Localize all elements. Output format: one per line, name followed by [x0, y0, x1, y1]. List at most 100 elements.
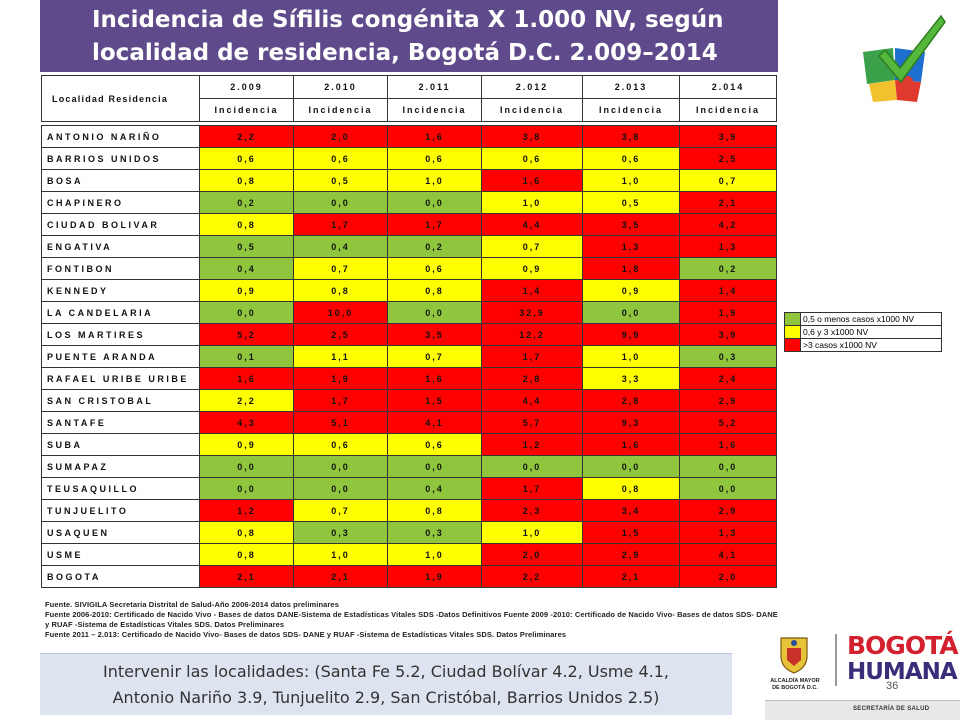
title-line-1: Incidencia de Sífilis congénita X 1.000 …: [92, 7, 724, 33]
table-row: TUNJUELITO 1,2 0,7 0,8 2,3 3,4 2,9: [41, 499, 777, 522]
incidence-cell: 1,3: [679, 235, 777, 258]
incidence-cell: 3,3: [582, 367, 680, 390]
incidence-cell: 2,5: [293, 323, 388, 346]
incidence-cell: 9,3: [582, 411, 680, 434]
incidence-cell: 5,2: [199, 323, 294, 346]
incidence-cell: 0,5: [293, 169, 388, 192]
incidence-cell: 0,8: [387, 279, 482, 302]
locality-name: CHAPINERO: [41, 191, 200, 214]
incidence-cell: 0,4: [387, 477, 482, 500]
legend-label: 0,6 y 3 x1000 NV: [800, 325, 942, 339]
incidence-cell: 9,9: [582, 323, 680, 346]
incidence-cell: 5,1: [293, 411, 388, 434]
incidence-cell: 0,7: [679, 169, 777, 192]
incidence-cell: 0,9: [582, 279, 680, 302]
year-header: 2.011: [387, 75, 482, 99]
incidence-cell: 2,9: [679, 389, 777, 412]
table-row: KENNEDY 0,9 0,8 0,8 1,4 0,9 1,4: [41, 279, 777, 302]
year-header: 2.009: [199, 75, 294, 99]
incidence-cell: 0,3: [387, 521, 482, 544]
incidence-cell: 2,8: [582, 389, 680, 412]
year-header: 2.010: [293, 75, 388, 99]
incidence-subheader: Incidencia: [582, 98, 680, 122]
incidence-subheader: Incidencia: [293, 98, 388, 122]
incidence-cell: 10,0: [293, 301, 388, 324]
bogota-brand: BOGOTÁ: [847, 631, 959, 660]
incidence-cell: 1,4: [679, 279, 777, 302]
incidence-cell: 2,0: [293, 125, 388, 148]
incidence-cell: 1,0: [481, 521, 583, 544]
incidence-cell: 1,8: [582, 257, 680, 280]
table-row: SUBA 0,9 0,6 0,6 1,2 1,6 1,6: [41, 433, 777, 456]
incidence-cell: 4,4: [481, 213, 583, 236]
incidence-table: Localidad Residencia 2.009 2.010 2.011 2…: [41, 75, 777, 588]
locality-name: USME: [41, 543, 200, 566]
table-row: RAFAEL URIBE URIBE 1,6 1,9 1,6 2,8 3,3 2,4: [41, 367, 777, 390]
table-row: ENGATIVA 0,5 0,4 0,2 0,7 1,3 1,3: [41, 235, 777, 258]
incidence-cell: 0,7: [293, 499, 388, 522]
incidence-cell: 0,0: [387, 455, 482, 478]
table-row: PUENTE ARANDA 0,1 1,1 0,7 1,7 1,0 0,3: [41, 345, 777, 368]
incidence-cell: 3,4: [582, 499, 680, 522]
header-spacer: [41, 121, 777, 126]
alcaldia-label: ALCALDÍA MAYOR DE BOGOTÁ D.C.: [765, 678, 825, 692]
incidence-cell: 3,8: [481, 125, 583, 148]
incidence-cell: 0,6: [199, 147, 294, 170]
incidence-cell: 0,2: [199, 191, 294, 214]
table-row: SAN CRISTOBAL 2,2 1,7 1,5 4,4 2,8 2,9: [41, 389, 777, 412]
legend-swatch-green: [784, 312, 801, 326]
incidence-cell: 2,4: [679, 367, 777, 390]
incidence-cell: 1,0: [387, 543, 482, 566]
alcaldia-line-1: ALCALDÍA MAYOR: [770, 678, 820, 684]
incidence-cell: 0,6: [387, 433, 482, 456]
source-line: Fuente 2006-2010: Certificado de Nacido …: [45, 610, 778, 619]
incidence-cell: 0,3: [293, 521, 388, 544]
incidence-cell: 0,0: [582, 301, 680, 324]
locality-name: TEUSAQUILLO: [41, 477, 200, 500]
incidence-cell: 5,7: [481, 411, 583, 434]
table-row: USME 0,8 1,0 1,0 2,0 2,9 4,1: [41, 543, 777, 566]
incidence-cell: 0,7: [481, 235, 583, 258]
slide-title: Incidencia de Sífilis congénita X 1.000 …: [40, 0, 778, 72]
table-row: USAQUEN 0,8 0,3 0,3 1,0 1,5 1,3: [41, 521, 777, 544]
humana-brand: HUMANA: [847, 659, 958, 685]
incidence-cell: 2,0: [481, 543, 583, 566]
table-row: BOGOTA 2,1 2,1 1,9 2,2 2,1 2,0: [41, 565, 777, 588]
incidence-cell: 0,9: [481, 257, 583, 280]
locality-name: SANTAFE: [41, 411, 200, 434]
incidence-cell: 1,0: [293, 543, 388, 566]
locality-name: KENNEDY: [41, 279, 200, 302]
incidence-cell: 0,0: [199, 477, 294, 500]
locality-name: PUENTE ARANDA: [41, 345, 200, 368]
incidence-cell: 2,1: [199, 565, 294, 588]
table-row: SANTAFE 4,3 5,1 4,1 5,7 9,3 5,2: [41, 411, 777, 434]
secretaria-label: SECRETARÍA DE SALUD: [853, 706, 930, 712]
incidence-cell: 0,0: [199, 455, 294, 478]
incidence-cell: 1,7: [293, 389, 388, 412]
incidence-cell: 1,0: [387, 169, 482, 192]
locality-name: ANTONIO NARIÑO: [41, 125, 200, 148]
logo-divider: [835, 634, 837, 686]
incidence-cell: 1,6: [679, 433, 777, 456]
incidence-cell: 0,9: [199, 433, 294, 456]
locality-name: ENGATIVA: [41, 235, 200, 258]
sources-note: Fuente. SIVIGILA Secretaria Distrital de…: [45, 600, 955, 640]
incidence-cell: 0,6: [387, 257, 482, 280]
incidence-cell: 1,7: [387, 213, 482, 236]
incidence-cell: 2,1: [582, 565, 680, 588]
incidence-cell: 0,0: [293, 191, 388, 214]
incidence-cell: 0,0: [679, 455, 777, 478]
table-row: ANTONIO NARIÑO 2,2 2,0 1,6 3,8 3,8 3,9: [41, 125, 777, 148]
legend: 0,5 o menos casos x1000 NV 0,6 y 3 x1000…: [784, 312, 942, 352]
incidence-cell: 0,0: [199, 301, 294, 324]
locality-name: CIUDAD BOLIVAR: [41, 213, 200, 236]
incidence-cell: 2,3: [481, 499, 583, 522]
secretaria-bar: [765, 700, 960, 720]
incidence-cell: 4,3: [199, 411, 294, 434]
incidence-cell: 4,4: [481, 389, 583, 412]
locality-name: RAFAEL URIBE URIBE: [41, 367, 200, 390]
incidence-cell: 1,6: [481, 169, 583, 192]
locality-name: TUNJUELITO: [41, 499, 200, 522]
incidence-cell: 4,1: [679, 543, 777, 566]
locality-column-header: Localidad Residencia: [41, 75, 200, 122]
